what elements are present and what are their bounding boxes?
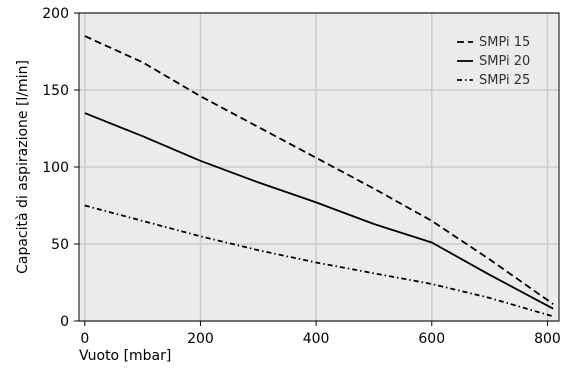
y-tick-label-2: 100 [42,160,69,176]
ticks [74,12,548,326]
y-tick-label-1: 50 [51,237,69,253]
x-tick-label-4: 800 [534,331,561,347]
x-axis-label: Vuoto [mbar] [79,348,171,364]
series-line-1 [84,112,554,310]
legend-label-0: SMPi 15 [479,35,530,50]
y-tick-label-0: 0 [60,314,69,330]
series-line-2 [84,204,554,318]
x-tick-label-3: 600 [418,331,445,347]
x-tick-label-1: 200 [187,331,214,347]
y-axis-label: Capacità di aspirazione [l/min] [15,60,31,274]
series-lines [84,35,554,318]
tick-labels: 0 200 400 600 800 0 50 100 150 200 [42,6,561,347]
y-tick-label-3: 150 [42,83,69,99]
x-tick-label-2: 400 [303,331,330,347]
legend-label-1: SMPi 20 [479,54,530,69]
legend: SMPi 15 SMPi 20 SMPi 25 [457,35,530,88]
legend-label-2: SMPi 25 [479,73,530,88]
x-tick-label-0: 0 [80,331,89,347]
y-tick-label-4: 200 [42,6,69,22]
